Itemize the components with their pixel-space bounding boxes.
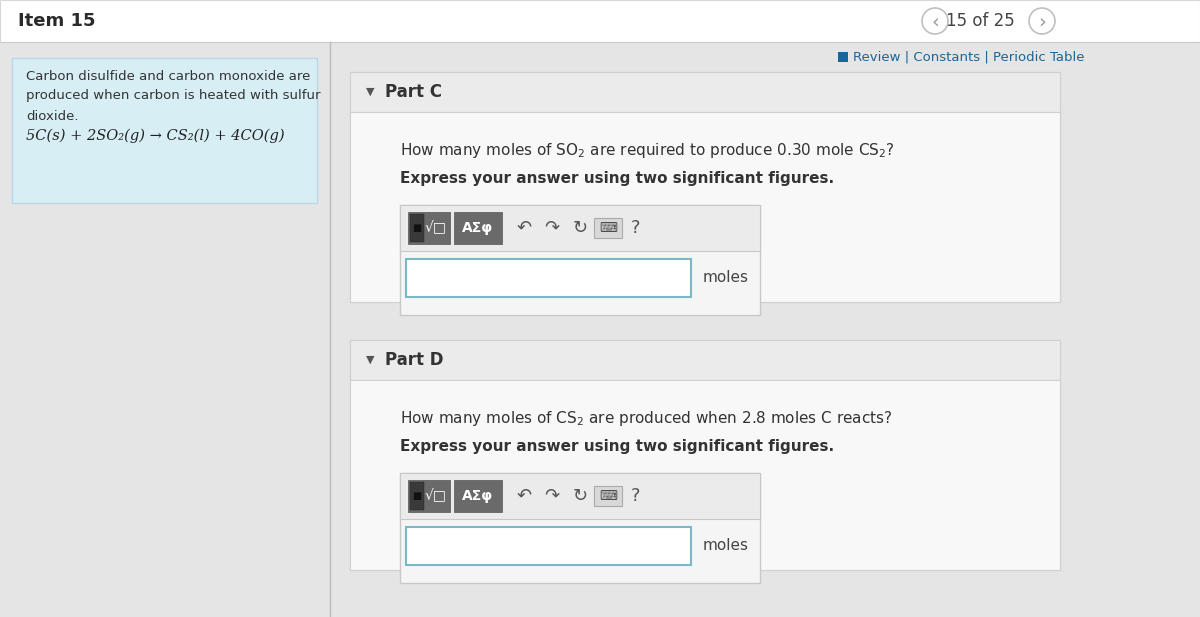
Text: Part C: Part C	[385, 83, 442, 101]
Bar	[410, 482, 424, 510]
Bar	[454, 212, 502, 244]
Bar	[838, 52, 848, 62]
Text: Express your answer using two significant figures.: Express your answer using two significan…	[400, 439, 834, 453]
Text: How many moles of $\mathregular{SO_2}$ are required to produce 0.30 mole $\mathr: How many moles of $\mathregular{SO_2}$ a…	[400, 141, 895, 160]
Text: ↷: ↷	[545, 487, 559, 505]
Text: √□: √□	[425, 221, 446, 235]
Text: Item 15: Item 15	[18, 12, 96, 30]
Text: dioxide.: dioxide.	[26, 109, 78, 123]
Text: Carbon disulfide and carbon monoxide are: Carbon disulfide and carbon monoxide are	[26, 70, 311, 83]
Bar	[400, 205, 760, 315]
Text: 5C(s) + 2SO₂(g) → CS₂(l) + 4CO(g): 5C(s) + 2SO₂(g) → CS₂(l) + 4CO(g)	[26, 129, 284, 143]
Text: How many moles of $\mathregular{CS_2}$ are produced when 2.8 moles C reacts?: How many moles of $\mathregular{CS_2}$ a…	[400, 408, 893, 428]
Text: produced when carbon is heated with sulfur: produced when carbon is heated with sulf…	[26, 89, 320, 102]
Text: moles: moles	[703, 270, 749, 286]
Text: Review | Constants | Periodic Table: Review | Constants | Periodic Table	[853, 51, 1085, 64]
Text: ↶: ↶	[516, 219, 532, 237]
Bar	[0, 0, 1200, 42]
Text: ?: ?	[631, 219, 641, 237]
Text: ■: ■	[413, 223, 421, 233]
Text: moles: moles	[703, 539, 749, 553]
Text: √□: √□	[425, 489, 446, 503]
Bar	[350, 340, 1060, 380]
Text: Part D: Part D	[385, 351, 444, 369]
Text: ↻: ↻	[572, 487, 588, 505]
Bar	[454, 480, 502, 512]
Text: ▼: ▼	[366, 355, 374, 365]
Text: ↶: ↶	[516, 487, 532, 505]
Text: ‹: ‹	[931, 12, 938, 31]
Bar	[350, 72, 1060, 302]
Bar	[350, 340, 1060, 570]
Text: AΣφ: AΣφ	[462, 221, 493, 235]
Text: Express your answer using two significant figures.: Express your answer using two significan…	[400, 170, 834, 186]
Text: ↷: ↷	[545, 219, 559, 237]
Text: ■: ■	[413, 491, 421, 501]
Bar	[408, 212, 450, 244]
Bar	[594, 486, 622, 506]
Bar	[330, 42, 1200, 617]
Text: ▼: ▼	[366, 87, 374, 97]
Text: ?: ?	[631, 487, 641, 505]
Bar	[400, 205, 760, 251]
Bar	[400, 473, 760, 583]
Text: ↻: ↻	[572, 219, 588, 237]
Bar	[12, 58, 317, 203]
Bar	[406, 527, 691, 565]
Text: ›: ›	[1038, 12, 1046, 31]
Bar	[350, 72, 1060, 112]
Bar	[594, 218, 622, 238]
Text: AΣφ: AΣφ	[462, 489, 493, 503]
Bar	[410, 214, 424, 242]
Text: 15 of 25: 15 of 25	[946, 12, 1014, 30]
Text: ⌨: ⌨	[599, 222, 617, 234]
Bar	[400, 473, 760, 519]
Bar	[350, 380, 1060, 570]
Bar	[350, 112, 1060, 302]
Text: ⌨: ⌨	[599, 489, 617, 502]
Bar	[408, 480, 450, 512]
Bar	[406, 259, 691, 297]
